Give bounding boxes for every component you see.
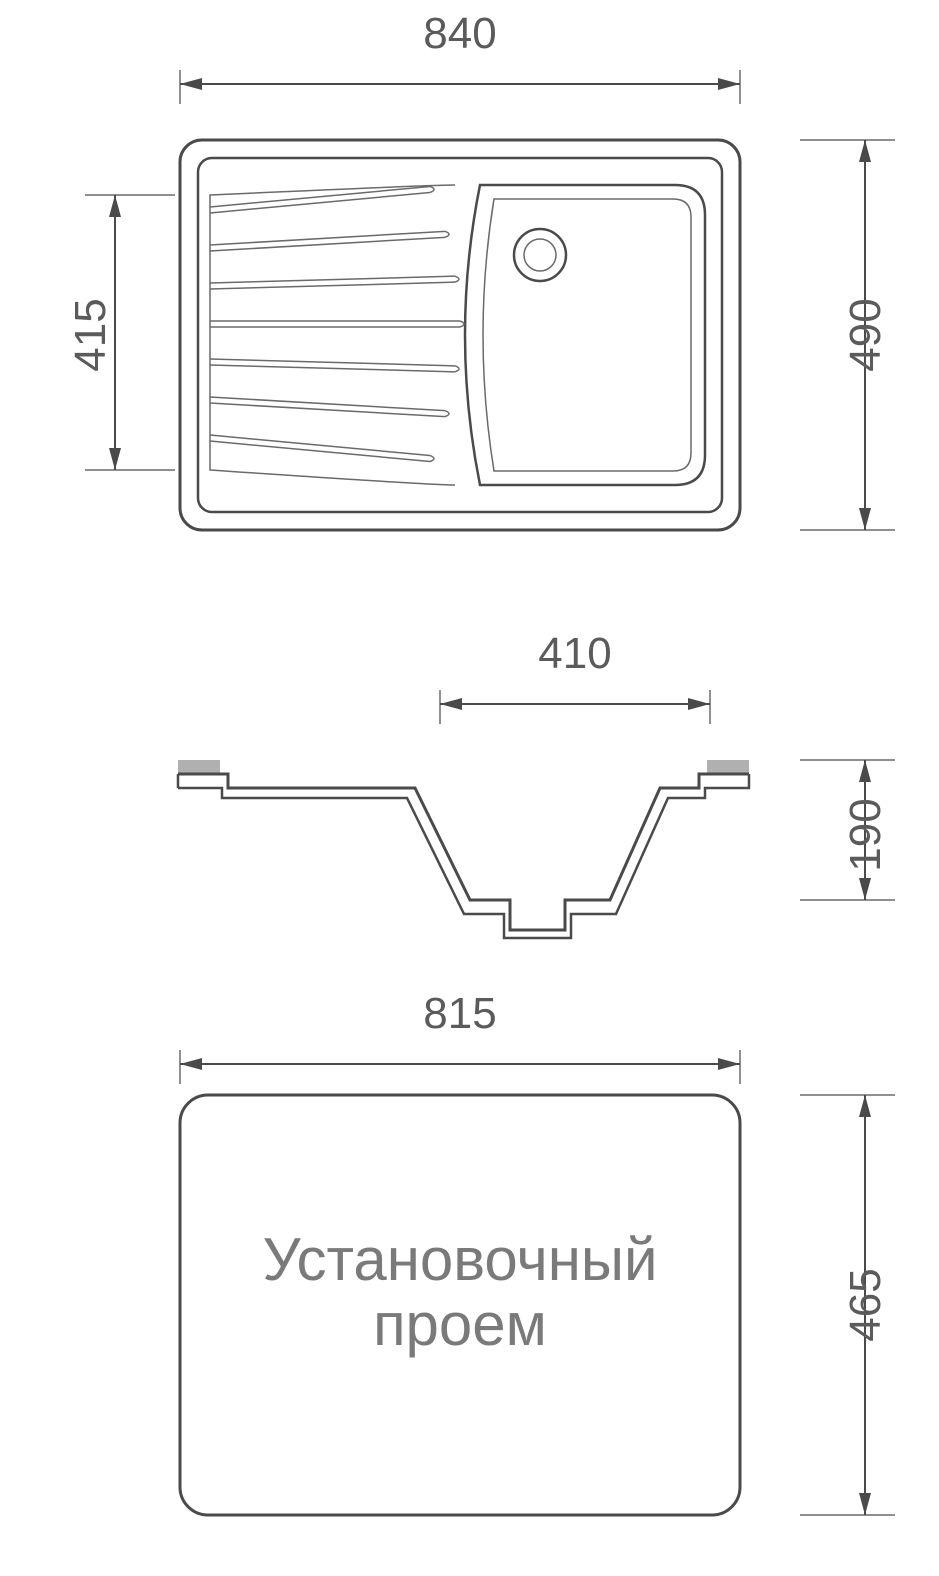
dim-190: 190 bbox=[800, 760, 895, 900]
svg-text:Установочный: Установочный bbox=[262, 1226, 657, 1293]
svg-text:410: 410 bbox=[538, 629, 611, 678]
dim-465: 465 bbox=[800, 1095, 895, 1515]
technical-drawing: 840 415 490 410 190 815 465 Установочный… bbox=[0, 0, 939, 1576]
svg-text:490: 490 bbox=[841, 298, 890, 371]
svg-text:815: 815 bbox=[423, 989, 496, 1038]
svg-text:840: 840 bbox=[423, 9, 496, 58]
svg-text:465: 465 bbox=[841, 1268, 890, 1341]
svg-text:190: 190 bbox=[841, 798, 890, 871]
caption: Установочныйпроем bbox=[262, 1226, 657, 1358]
dim-410: 410 bbox=[440, 629, 710, 724]
dim-490: 490 bbox=[800, 140, 895, 530]
dim-415: 415 bbox=[66, 195, 175, 470]
side-section bbox=[178, 760, 749, 938]
svg-text:415: 415 bbox=[66, 298, 115, 371]
svg-text:проем: проем bbox=[373, 1291, 547, 1358]
dim-840: 840 bbox=[180, 9, 740, 104]
top-view bbox=[180, 140, 740, 530]
dim-815: 815 bbox=[180, 989, 740, 1084]
